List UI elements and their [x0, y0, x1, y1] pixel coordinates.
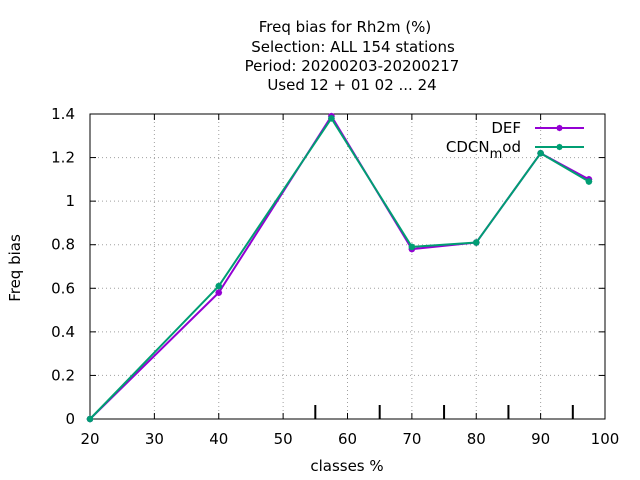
legend: DEF CDCNmod [446, 119, 584, 162]
legend-marker-def [556, 124, 563, 132]
series-line-0 [89, 115, 590, 420]
x-tick-label: 100 [591, 430, 620, 448]
series-line-1 [89, 117, 590, 420]
axis-ticks [89, 113, 606, 420]
y-tick-label: 0.6 [51, 279, 75, 297]
legend-label-def: DEF [491, 119, 521, 137]
title-line-3: Period: 20200203-20200217 [245, 57, 460, 75]
tick-labels: 20 30 40 50 60 70 80 90 100 0 0.2 0.4 0.6 0.8 1 1.2 1.4 [51, 105, 619, 448]
y-tick-label: 0.8 [51, 236, 75, 254]
y-tick-label: 1 [65, 192, 75, 210]
x-tick-label: 20 [80, 430, 99, 448]
title-line-2: Selection: ALL 154 stations [251, 38, 455, 56]
x-tick-label: 60 [338, 430, 357, 448]
y-tick-label: 1.2 [51, 149, 75, 167]
legend-label-cdcn: CDCN [446, 138, 490, 156]
legend-marker-cdcnmod [556, 143, 563, 151]
data-point [215, 282, 223, 290]
chart-title: Freq bias for Rh2m (%) Selection: ALL 15… [245, 18, 460, 94]
x-tick-label: 90 [531, 430, 550, 448]
grid [90, 114, 605, 419]
y-tick-label: 0 [65, 410, 75, 428]
title-line-4: Used 12 + 01 02 ... 24 [267, 76, 436, 94]
x-tick-label: 80 [467, 430, 486, 448]
y-tick-label: 0.2 [51, 366, 75, 384]
plot-frame [89, 113, 606, 420]
y-axis-label: Freq bias [6, 234, 24, 302]
data-point [472, 239, 480, 247]
x-tick-label: 40 [209, 430, 228, 448]
y-tick-label: 0.4 [51, 323, 75, 341]
legend-label-tail: od [502, 138, 521, 156]
data-point [537, 149, 545, 157]
legend-label-cdcnmod: CDCNmod [446, 138, 521, 162]
series-group [86, 112, 593, 423]
x-tick-label: 30 [145, 430, 164, 448]
y-tick-label: 1.4 [51, 105, 75, 123]
legend-label-subscript: m [490, 147, 503, 162]
x-tick-label: 70 [402, 430, 421, 448]
x-tick-label: 50 [274, 430, 293, 448]
data-point [585, 178, 593, 186]
x-axis-label: classes % [310, 457, 383, 475]
data-point [327, 114, 335, 122]
data-point [408, 243, 416, 251]
title-line-1: Freq bias for Rh2m (%) [259, 18, 432, 36]
data-point [215, 289, 223, 297]
data-point [86, 415, 94, 423]
